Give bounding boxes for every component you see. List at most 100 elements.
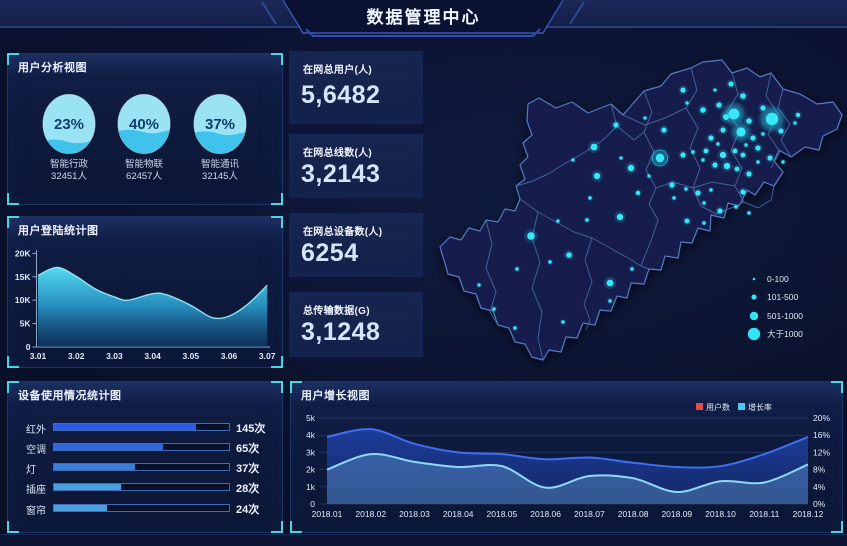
bar-value: 28次 xyxy=(236,483,260,495)
panel-user-analysis: 用户分析视图 23% 智能行政 32451人 40% 智能物联 62457人 37% 智能通讯… xyxy=(7,53,283,205)
svg-text:0: 0 xyxy=(310,499,315,509)
kpi-value: 3,2143 xyxy=(301,160,381,188)
svg-text:3.07: 3.07 xyxy=(259,351,276,361)
panel-title-user-growth: 用户增长视图 xyxy=(301,390,370,402)
corner-accent xyxy=(271,356,283,368)
bar-row: 灯 37次 xyxy=(8,460,282,476)
svg-text:2018.12: 2018.12 xyxy=(793,509,824,519)
svg-text:2018.11: 2018.11 xyxy=(749,509,779,519)
corner-accent xyxy=(831,521,843,533)
bar-label: 插座 xyxy=(26,485,46,496)
svg-text:16%: 16% xyxy=(813,430,830,440)
bar-row: 插座 28次 xyxy=(8,480,282,496)
bar-track xyxy=(53,423,230,431)
bar-row: 空调 65次 xyxy=(8,440,282,456)
legend-label[interactable]: 用户数 xyxy=(706,402,730,412)
province-map: 0-100 101-500 501-1000 大于1000 xyxy=(430,50,847,370)
bar-label: 空调 xyxy=(26,445,46,456)
svg-text:2018.04: 2018.04 xyxy=(443,509,474,519)
growth-legend[interactable]: 用户数 增长率 xyxy=(696,402,772,412)
growth-line-chart[interactable]: 0 0% 1k 4% 2k 8% 3k 12% 4k 16% 5k 20% 2018.01 2018.02… xyxy=(291,382,842,532)
legend-swatch[interactable] xyxy=(696,403,703,410)
gauge-circle: 37% xyxy=(193,94,247,154)
svg-text:20%: 20% xyxy=(813,413,830,423)
svg-text:3.04: 3.04 xyxy=(144,351,161,361)
kpi-card-total-online: 在网总线数(人) 3,2143 xyxy=(289,134,423,198)
kpi-value: 6254 xyxy=(301,239,359,267)
svg-text:15K: 15K xyxy=(15,272,31,282)
corner-accent xyxy=(271,216,283,228)
svg-text:3.06: 3.06 xyxy=(221,351,238,361)
liquid-gauge: 23% 智能行政 32451人 xyxy=(33,94,105,183)
map-legend-dot xyxy=(752,277,756,281)
kpi-value: 5,6482 xyxy=(301,81,381,109)
bar-track xyxy=(53,443,230,451)
header-decoration xyxy=(0,0,847,37)
svg-text:3.03: 3.03 xyxy=(106,351,123,361)
svg-text:20K: 20K xyxy=(15,248,31,258)
bar-track xyxy=(53,463,230,471)
corner-accent xyxy=(290,381,302,393)
bar-row: 窗帘 24次 xyxy=(8,501,282,517)
map-legend-label: 0-100 xyxy=(767,274,789,284)
gauge-name: 智能通讯 xyxy=(200,159,239,170)
map-canvas[interactable]: 0-100 101-500 501-1000 大于1000 xyxy=(430,50,847,370)
liquid-gauge: 37% 智能通讯 32145人 xyxy=(184,94,256,183)
kpi-value: 3,1248 xyxy=(301,318,381,346)
kpi-card-total-data: 总传输数据(G) 3,1248 xyxy=(289,292,423,357)
bar-fill xyxy=(54,504,108,511)
bar-fill xyxy=(54,424,196,430)
svg-text:4%: 4% xyxy=(813,482,826,492)
panel-title-login-stats: 用户登陆统计图 xyxy=(18,225,99,237)
map-legend-dot xyxy=(751,294,757,300)
bar-label: 灯 xyxy=(26,465,36,476)
panel-title-strip xyxy=(8,382,282,405)
svg-text:3.02: 3.02 xyxy=(68,351,85,361)
svg-text:0%: 0% xyxy=(813,499,826,509)
svg-text:2018.10: 2018.10 xyxy=(705,509,736,519)
bar-fill xyxy=(54,484,121,490)
gauge-count: 62457人 xyxy=(126,171,162,182)
svg-text:2018.06: 2018.06 xyxy=(530,509,561,519)
gauge-count: 32145人 xyxy=(202,171,238,182)
svg-text:12%: 12% xyxy=(813,447,830,457)
login-area-chart[interactable]: 0 5K 10K 15K 20K 3.01 3.02 3.03 3.04 3.05 3.06 3.07 xyxy=(8,217,282,367)
svg-text:1k: 1k xyxy=(306,482,316,492)
map-legend-dot xyxy=(747,327,761,341)
legend-swatch[interactable] xyxy=(738,403,745,410)
map-legend: 0-100 101-500 501-1000 大于1000 xyxy=(747,274,803,341)
corner-accent xyxy=(271,53,283,65)
kpi-label: 在网总线数(人) xyxy=(303,148,373,159)
growth-users-series xyxy=(327,429,808,504)
svg-text:10K: 10K xyxy=(15,295,31,305)
legend-label[interactable]: 增长率 xyxy=(748,402,772,412)
map-legend-label: 501-1000 xyxy=(767,311,803,321)
corner-accent xyxy=(271,193,283,205)
svg-text:3.01: 3.01 xyxy=(30,351,47,361)
panel-title-strip xyxy=(8,54,282,77)
svg-text:2018.08: 2018.08 xyxy=(618,509,649,519)
bar-label: 红外 xyxy=(26,425,46,436)
svg-text:2018.02: 2018.02 xyxy=(355,509,386,519)
svg-text:2018.05: 2018.05 xyxy=(487,509,518,519)
corner-accent xyxy=(7,216,19,228)
login-area-series xyxy=(38,267,268,347)
svg-text:0: 0 xyxy=(26,342,31,352)
corner-accent xyxy=(831,381,843,393)
panel-login-stats: 用户登陆统计图 0 5K 10K 15K 20K 3.01 3.02 3.03 3.04 3.05… xyxy=(7,216,283,368)
panel-title-user-analysis: 用户分析视图 xyxy=(18,62,87,74)
panel-title-device-usage: 设备使用情况统计图 xyxy=(18,390,122,402)
bar-value: 65次 xyxy=(236,443,260,455)
bar-value: 145次 xyxy=(236,423,266,435)
bar-value: 24次 xyxy=(236,503,260,516)
corner-accent xyxy=(7,521,19,533)
kpi-label: 在网总设备数(人) xyxy=(303,227,383,238)
svg-text:3.05: 3.05 xyxy=(183,351,200,361)
page-title: 数据管理中心 xyxy=(366,8,481,27)
bar-track xyxy=(53,483,230,491)
map-legend-label: 101-500 xyxy=(767,292,798,302)
svg-text:3k: 3k xyxy=(306,447,316,457)
corner-accent xyxy=(271,521,283,533)
gauge-name: 智能物联 xyxy=(124,159,163,170)
